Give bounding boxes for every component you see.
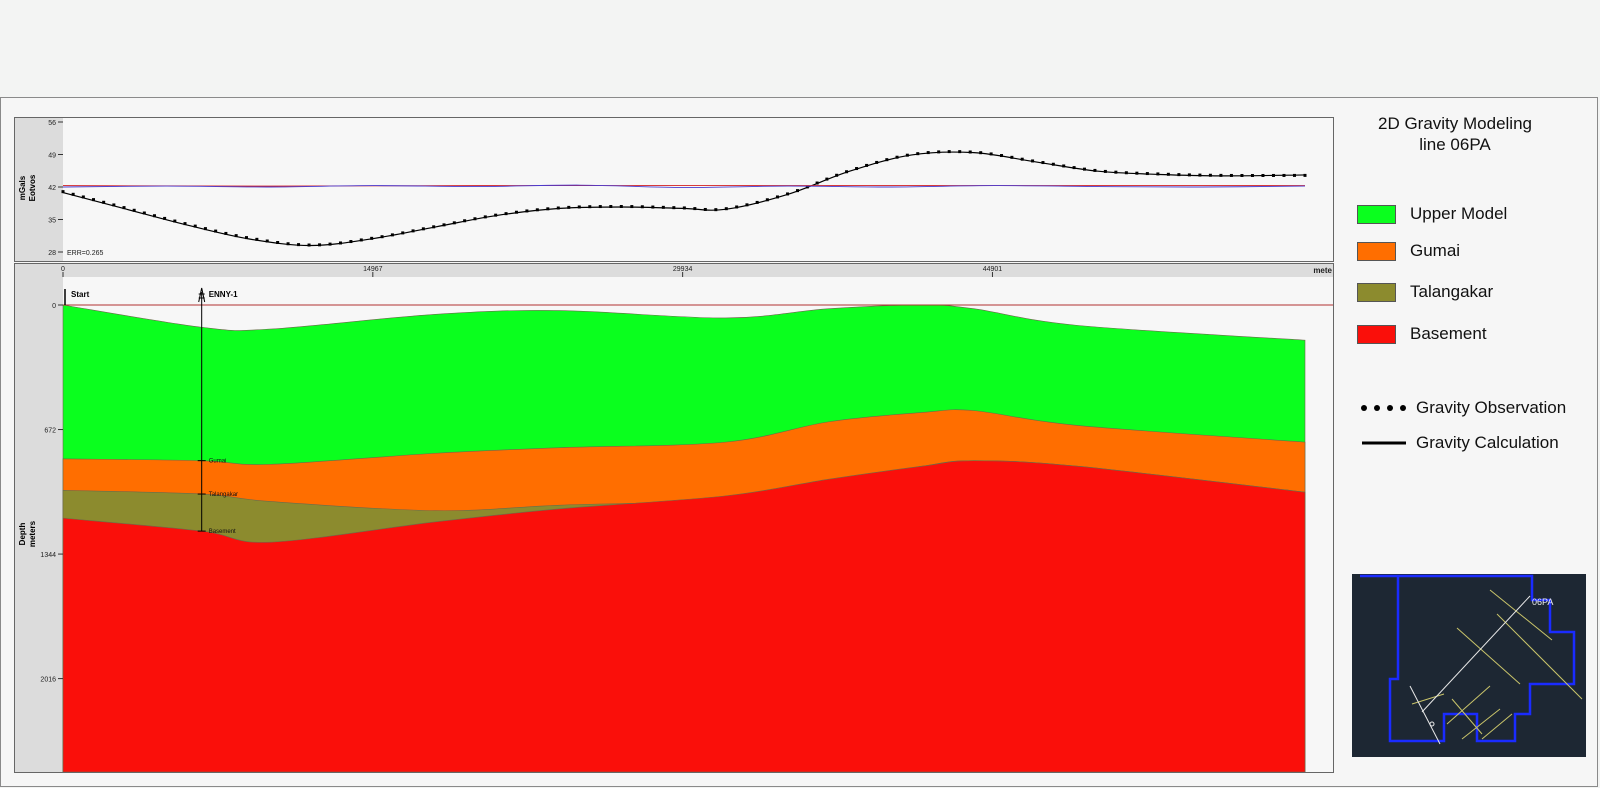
legend-label-upper-model: Upper Model [1410, 204, 1508, 223]
gravity-observation-point [875, 160, 879, 164]
gravity-y-tick-label: 42 [48, 185, 56, 192]
gravity-observation-point [255, 237, 259, 241]
well-name: ENNY-1 [209, 290, 238, 299]
x-tick-label: 0 [61, 266, 65, 273]
x-tick-label: 29934 [673, 266, 693, 273]
depth-y-tick-label: 672 [44, 428, 56, 435]
gravity-y-tick-label: 28 [48, 250, 56, 257]
gravity-observation-point [885, 158, 889, 162]
survey-boundary [1360, 574, 1576, 743]
dotted-line-icon [1361, 405, 1406, 411]
gravity-observation-point [132, 208, 136, 212]
x-tick-label: 14967 [363, 266, 383, 273]
legend-item-gumai: Gumai [1357, 240, 1460, 262]
legend-gravity-calculation: Gravity Calculation [1360, 433, 1559, 453]
gravity-observation-point [81, 195, 85, 199]
gravity-y-tick-label: 56 [48, 120, 56, 127]
x-unit-label: mete [1313, 266, 1332, 275]
depth-ylabel-2: meters [28, 520, 37, 547]
error-label: ERR=0.265 [67, 250, 103, 257]
depth-axis-strip [15, 264, 63, 772]
legend-item-upper-model: Upper Model [1357, 203, 1507, 225]
gravity-observation-point [61, 190, 65, 194]
gravity-observation-point [102, 200, 106, 204]
gravity-y-tick-label: 49 [48, 153, 56, 160]
gravity-observation-point [112, 203, 116, 207]
gravity-observation-point [183, 222, 187, 226]
gravity-ylabel-1: mGals [18, 175, 27, 200]
line-06pa [1421, 595, 1531, 713]
x-tick-label: 44901 [983, 266, 1003, 273]
gravity-observation-point [265, 239, 269, 243]
gravity-observation-point [163, 216, 167, 220]
solid-line-icon [1362, 441, 1406, 445]
gravity-observation-point [214, 229, 218, 233]
gravity-observation-point [142, 211, 146, 215]
well-marker-label: Basement [209, 529, 236, 535]
well-derrick-icon [198, 287, 206, 303]
legend-gravity-observation: Gravity Observation [1360, 398, 1566, 418]
series-line-3 [62, 184, 1306, 188]
gravity-observation-point [203, 227, 207, 231]
legend-label-talangakar: Talangakar [1410, 282, 1494, 301]
well-location-icon [1429, 721, 1435, 727]
series-line-1 [62, 151, 1306, 247]
legend-label-basement: Basement [1410, 324, 1487, 343]
depth-y-tick-label: 2016 [40, 677, 56, 684]
legend-title-line2: line 06PA [1419, 135, 1491, 154]
swatch-basement [1357, 324, 1396, 344]
layer-basement-top [62, 460, 1306, 773]
gravity-observation-point [122, 206, 126, 210]
gravity-observation-point [92, 198, 96, 202]
gravity-axis-strip [15, 118, 63, 261]
legend-item-basement: Basement [1357, 323, 1487, 345]
map-line-label: 06PA [1532, 597, 1553, 607]
depth-model-chart: Depth meters 0 14967 29934 44901 mete 0 672 13… [15, 264, 1333, 773]
depth-model-panel: Depth meters 0 14967 29934 44901 mete 0 672 13… [14, 263, 1334, 773]
well-marker-label: Talangakar [209, 492, 238, 498]
depth-y-tick-label: 0 [52, 303, 56, 310]
gravity-observation-point [173, 219, 177, 223]
depth-ylabel-1: Depth [18, 523, 27, 546]
location-map: 06PA [1360, 574, 1583, 745]
legend-item-talangakar: Talangakar [1357, 281, 1493, 303]
gravity-observation-point [152, 214, 156, 218]
depth-y-tick-label: 1344 [40, 552, 56, 559]
line-06pa-extension [1409, 685, 1441, 745]
legend-label-calculation: Gravity Calculation [1416, 433, 1559, 452]
survey-lines [1411, 589, 1583, 740]
location-map-inset: 06PA [1352, 574, 1586, 757]
legend-title-line1: 2D Gravity Modeling [1377, 114, 1532, 133]
gravity-observation-point [224, 231, 228, 235]
swatch-talangakar [1357, 282, 1396, 302]
legend-label-observation: Gravity Observation [1416, 398, 1567, 417]
gravity-profile-chart: mGals Eotvos 56 49 42 35 28 ERR=0.265 [15, 118, 1307, 261]
gravity-y-tick-label: 35 [48, 218, 56, 225]
start-label: Start [71, 290, 90, 299]
swatch-gumai [1357, 241, 1396, 261]
swatch-upper-model [1357, 204, 1396, 224]
legend-label-gumai: Gumai [1410, 241, 1461, 260]
well-marker-label: Gumai [209, 459, 227, 465]
gravity-observation-point [244, 236, 248, 240]
distance-axis-strip [63, 264, 1333, 277]
gravity-observation-point [234, 234, 238, 238]
gravity-profile-panel: mGals Eotvos 56 49 42 35 28 ERR=0.265 [14, 117, 1334, 262]
gravity-observation-point [193, 224, 197, 228]
gravity-observation-point [71, 192, 75, 196]
gravity-ylabel-2: Eotvos [28, 174, 37, 201]
